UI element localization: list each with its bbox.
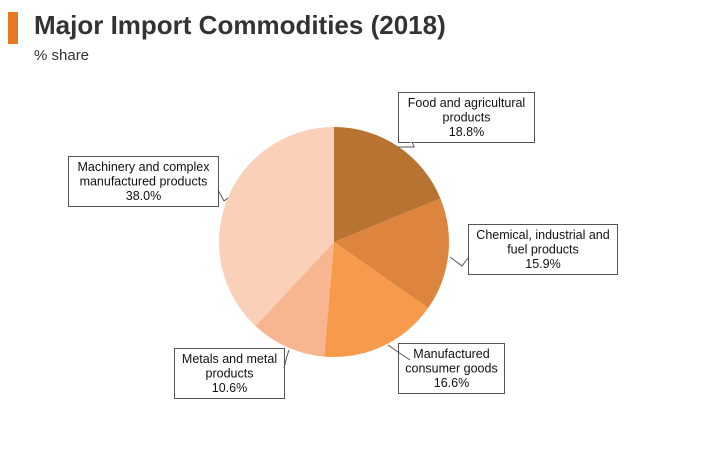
callout-box	[398, 92, 535, 143]
slice-value-label: 18.8%	[449, 125, 484, 139]
pie-slice	[255, 242, 334, 357]
slice-category-label: consumer goods	[405, 362, 497, 376]
pie-slice	[334, 127, 441, 242]
callout-pointer	[398, 141, 415, 148]
slice-category-label: products	[206, 367, 254, 381]
slice-value-label: 10.6%	[212, 381, 247, 395]
callout-pointer	[283, 349, 290, 369]
slice-category-label: Food and agricultural	[408, 96, 525, 110]
slice-category-label: manufactured products	[80, 175, 208, 189]
chart-subtitle: % share	[34, 47, 90, 64]
callout-box	[174, 348, 285, 399]
title-accent-bar	[8, 12, 18, 44]
slice-category-label: fuel products	[507, 243, 579, 257]
callout-pointer	[449, 256, 469, 267]
slice-value-label: 15.9%	[525, 257, 560, 271]
callout-pointer	[217, 189, 229, 202]
slice-category-label: products	[443, 111, 491, 125]
slice-value-label: 38.0%	[126, 189, 161, 203]
callout-box	[68, 156, 219, 207]
callout-box	[398, 343, 505, 394]
slice-category-label: Manufactured	[413, 347, 489, 361]
callout-box	[468, 224, 618, 275]
chart-title: Major Import Commodities (2018)	[34, 10, 446, 40]
slice-category-label: Metals and metal	[182, 352, 277, 366]
callout-pointer	[387, 344, 411, 361]
slice-category-label: Machinery and complex	[77, 160, 210, 174]
pie-slice	[334, 198, 449, 309]
pie-slice	[219, 127, 334, 327]
pie-slice	[324, 242, 429, 357]
slice-category-label: Chemical, industrial and	[476, 228, 609, 242]
slice-value-label: 16.6%	[434, 376, 469, 390]
